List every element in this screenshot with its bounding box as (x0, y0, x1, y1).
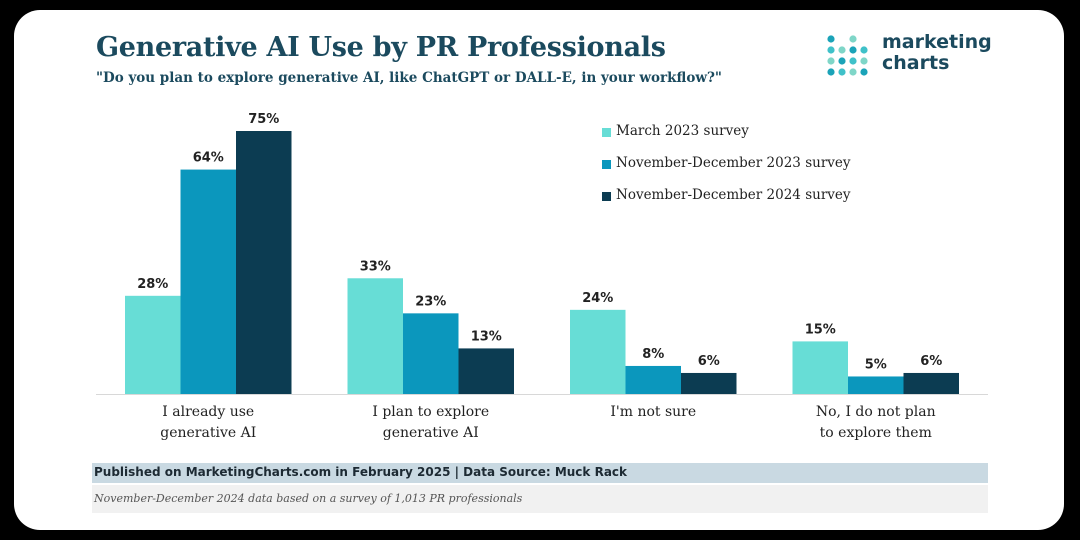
dot-grid-logo-icon (827, 35, 868, 76)
source-text: Published on MarketingCharts.com in Febr… (94, 465, 628, 479)
legend-label: November-December 2023 survey (616, 155, 851, 171)
survey-note: November-December 2024 data based on a s… (94, 492, 523, 505)
data-label: 75% (248, 112, 279, 127)
bar (236, 131, 292, 394)
logo-dot (860, 68, 868, 76)
data-label: 5% (865, 357, 887, 372)
bar (625, 365, 681, 394)
bar (848, 376, 904, 394)
category-label: to explore them (820, 425, 932, 441)
data-label: 6% (920, 354, 942, 369)
category-label: I'm not sure (610, 404, 696, 420)
data-label: 8% (642, 347, 664, 362)
data-label: 13% (471, 329, 502, 344)
bar (180, 169, 236, 394)
logo-text-line1: marketing (882, 31, 992, 53)
bar (792, 341, 848, 394)
legend-swatch (602, 160, 611, 169)
legend-label: November-December 2024 survey (616, 187, 851, 203)
logo-dot (860, 57, 868, 65)
bar (903, 372, 959, 394)
source-bar: Published on MarketingCharts.com in Febr… (92, 463, 988, 483)
logo-dot (838, 68, 846, 76)
logo-text: marketing charts (882, 32, 992, 74)
legend-swatch (602, 192, 611, 201)
logo-dot (827, 46, 835, 54)
category-label: generative AI (383, 425, 479, 441)
category-label: generative AI (160, 425, 256, 441)
note-bar: November-December 2024 data based on a s… (92, 485, 988, 513)
data-label: 23% (415, 294, 446, 309)
logo-dot (838, 57, 846, 65)
logo-dot (849, 46, 857, 54)
data-label: 24% (582, 291, 613, 306)
bar (347, 278, 403, 394)
bar (570, 309, 626, 394)
chart-subtitle: "Do you plan to explore generative AI, l… (96, 70, 722, 86)
bar (125, 295, 181, 394)
data-label: 15% (805, 322, 836, 337)
bar (681, 372, 737, 394)
data-label: 28% (137, 277, 168, 292)
logo-dot (827, 57, 835, 65)
chart-title: Generative AI Use by PR Professionals (96, 32, 666, 63)
logo-dot (838, 46, 846, 54)
data-label: 6% (698, 354, 720, 369)
bar (458, 348, 514, 394)
category-label: I plan to explore (372, 404, 489, 420)
legend-label: March 2023 survey (616, 123, 749, 139)
logo-dot (849, 35, 857, 43)
category-label: I already use (162, 404, 254, 420)
legend-swatch (602, 128, 611, 137)
bar (403, 313, 459, 394)
logo-dot (827, 68, 835, 76)
logo-text-line2: charts (882, 52, 950, 74)
logo-dot (849, 68, 857, 76)
data-label: 33% (360, 259, 391, 274)
marketing-charts-logo: marketing charts (826, 32, 996, 82)
category-label: No, I do not plan (816, 404, 936, 420)
data-label: 64% (193, 151, 224, 166)
logo-dot (827, 35, 835, 43)
logo-dot (860, 46, 868, 54)
logo-dot (849, 57, 857, 65)
